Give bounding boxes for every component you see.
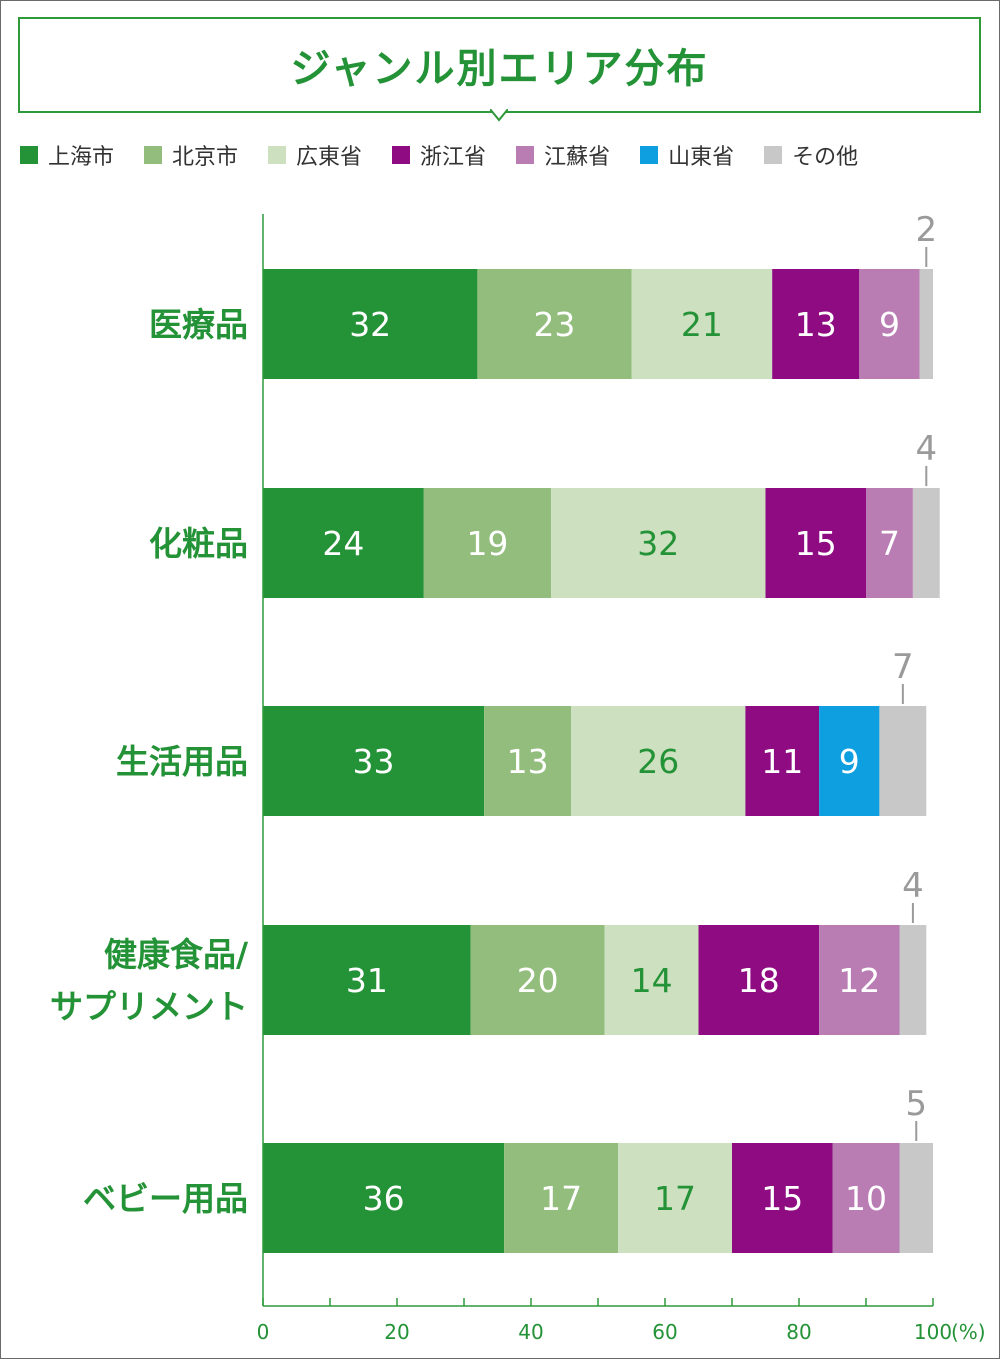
data-label: 17 [540, 1179, 582, 1218]
data-label: 5 [905, 1084, 927, 1124]
bar-segment [263, 1143, 505, 1253]
bar-segment [423, 488, 552, 598]
data-label: 14 [631, 961, 673, 1000]
data-label: 13 [507, 742, 549, 781]
bar-segment [263, 706, 485, 816]
legend-item: その他 [764, 139, 858, 171]
legend-swatch [640, 146, 659, 164]
legend-swatch [516, 146, 535, 164]
data-label: 7 [879, 524, 900, 563]
data-label: 7 [892, 647, 914, 687]
bar-segment [772, 269, 860, 379]
data-label: 11 [761, 742, 803, 781]
data-label: 12 [838, 961, 880, 1000]
bar-segment [551, 488, 766, 598]
bar-segment [484, 706, 572, 816]
bar-segment [899, 925, 927, 1035]
category-label: ベビー用品 [83, 1179, 248, 1218]
data-label: 18 [738, 961, 780, 1000]
legend-swatch [20, 146, 38, 164]
legend-swatch [268, 146, 287, 164]
data-label: 26 [637, 742, 679, 781]
legend-label: 山東省 [668, 145, 735, 170]
legend-item: 広東省 [268, 139, 362, 171]
category-label: サプリメント [50, 987, 248, 1026]
data-label: 15 [795, 524, 837, 563]
legend-item: 浙江省 [392, 139, 486, 171]
data-label: 9 [839, 742, 860, 781]
bar-segment [732, 1143, 833, 1253]
bar-segment [631, 269, 773, 379]
legend-item: 江蘇省 [516, 139, 610, 171]
bar-segment [470, 925, 605, 1035]
data-label: 21 [681, 305, 723, 344]
legend-label: その他 [792, 145, 859, 170]
bar-segment [477, 269, 632, 379]
bar-segment [504, 1143, 619, 1253]
x-tick-label: 60 [652, 1320, 677, 1344]
bar-segment [859, 269, 920, 379]
bar-segment [618, 1143, 732, 1253]
data-label: 4 [915, 429, 937, 469]
category-label: 生活用品 [116, 742, 248, 781]
data-label: 15 [761, 1179, 803, 1218]
x-tick-label: 0 [257, 1320, 270, 1344]
bar-segment [919, 269, 933, 379]
x-tick-label: 40 [518, 1320, 543, 1344]
data-label: 17 [654, 1179, 696, 1218]
data-label: 13 [795, 305, 837, 344]
data-label: 36 [363, 1179, 405, 1218]
data-label: 32 [349, 305, 391, 344]
bar-segment [912, 488, 940, 598]
bar-segment [571, 706, 746, 816]
legend-label: 浙江省 [420, 145, 487, 170]
data-label: 31 [346, 961, 388, 1000]
bar-segment [698, 925, 820, 1035]
legend-label: 上海市 [48, 145, 115, 170]
legend-label: 北京市 [172, 145, 239, 170]
bar-segment [819, 706, 880, 816]
bar-segment [604, 925, 699, 1035]
x-unit-label: (%) [951, 1320, 986, 1344]
category-label: 医療品 [149, 305, 248, 344]
category-label: 健康食品/ [104, 935, 249, 974]
data-label: 23 [533, 305, 575, 344]
legend-swatch [144, 146, 163, 164]
bar-segment [899, 1143, 933, 1253]
bar-segment [866, 488, 913, 598]
data-label: 2 [915, 210, 937, 250]
bar-segment [263, 488, 424, 598]
data-label: 4 [902, 866, 924, 906]
bar-segment [819, 925, 900, 1035]
bar-segment [765, 488, 866, 598]
category-label: 化粧品 [149, 524, 248, 563]
data-label: 24 [322, 524, 364, 563]
legend-label: 江蘇省 [544, 145, 611, 170]
data-label: 20 [517, 961, 559, 1000]
data-label: 10 [845, 1179, 887, 1218]
bar-segment [263, 269, 478, 379]
x-tick-label: 20 [384, 1320, 409, 1344]
legend-item: 北京市 [144, 139, 238, 171]
data-label: 33 [353, 742, 395, 781]
legend-label: 広東省 [296, 145, 363, 170]
data-label: 19 [466, 524, 508, 563]
bar-segment [879, 706, 927, 816]
x-tick-label: 80 [786, 1320, 811, 1344]
bar-segment [745, 706, 820, 816]
chart-legend: 上海市 北京市 広東省 浙江省 江蘇省 山東省 その他 [20, 139, 888, 171]
legend-item: 山東省 [640, 139, 734, 171]
bar-segment [263, 925, 471, 1035]
x-tick-label: 100 [914, 1320, 952, 1344]
title-pointer-icon [490, 109, 508, 122]
legend-swatch [764, 146, 783, 164]
legend-swatch [392, 146, 411, 164]
legend-item: 上海市 [20, 139, 114, 171]
chart-title: ジャンル別エリア分布 [290, 46, 709, 92]
bar-segment [832, 1143, 900, 1253]
data-label: 9 [879, 305, 900, 344]
data-label: 32 [637, 524, 679, 563]
